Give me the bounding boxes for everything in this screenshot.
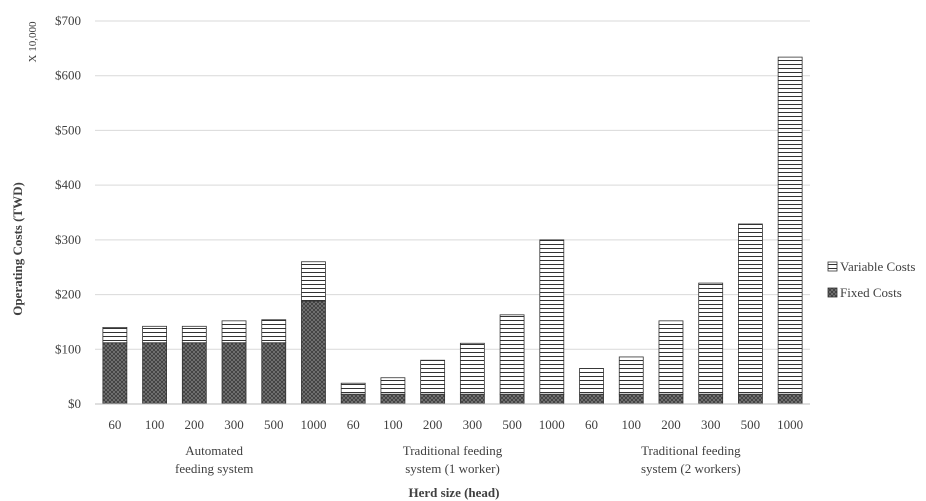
y-tick-label: $500 bbox=[55, 122, 81, 137]
x-tick-label: 1000 bbox=[777, 417, 803, 432]
group-label-line1: Traditional feeding bbox=[403, 443, 503, 458]
bar-variable-costs bbox=[698, 282, 724, 395]
bar-variable-costs bbox=[380, 377, 406, 395]
x-tick-label: 300 bbox=[463, 417, 483, 432]
bar-fixed-costs bbox=[380, 393, 406, 405]
x-tick-label: 300 bbox=[701, 417, 721, 432]
bar-fixed-costs bbox=[698, 393, 724, 405]
y-tick-label: $600 bbox=[55, 68, 81, 83]
bar-variable-costs bbox=[618, 356, 644, 395]
x-tick-label: 60 bbox=[585, 417, 598, 432]
x-tick-label: 200 bbox=[423, 417, 443, 432]
y-axis-title: Operating Costs (TWD) bbox=[10, 182, 25, 316]
legend-swatch bbox=[827, 261, 838, 272]
group-label-line1: Automated bbox=[185, 443, 243, 458]
x-tick-label: 60 bbox=[347, 417, 360, 432]
bar-fixed-costs bbox=[102, 342, 128, 405]
x-tick-label: 1000 bbox=[300, 417, 326, 432]
x-tick-label: 500 bbox=[741, 417, 761, 432]
x-tick-label: 100 bbox=[383, 417, 403, 432]
legend-item-fixed-costs: Fixed Costs bbox=[827, 285, 902, 300]
bar-variable-costs bbox=[658, 320, 684, 395]
group-labels: Automated feeding system Traditional feedi… bbox=[175, 443, 741, 476]
bar-fixed-costs bbox=[459, 393, 485, 405]
x-tick-label: 200 bbox=[661, 417, 681, 432]
x-tick-label: 1000 bbox=[539, 417, 565, 432]
bar-variable-costs bbox=[221, 320, 247, 344]
bar-variable-costs bbox=[102, 326, 128, 344]
bar-fixed-costs bbox=[261, 342, 287, 405]
bar-fixed-costs bbox=[499, 393, 525, 405]
bar-fixed-costs bbox=[221, 342, 247, 405]
y-tick-label: $700 bbox=[55, 13, 81, 28]
y-tick-label: $400 bbox=[55, 177, 81, 192]
bar-fixed-costs bbox=[539, 393, 565, 405]
legend-label: Fixed Costs bbox=[840, 285, 902, 300]
x-tick-label: 500 bbox=[264, 417, 284, 432]
x-tick-label: 500 bbox=[502, 417, 522, 432]
bar-variable-costs bbox=[499, 314, 525, 395]
bar-variable-costs bbox=[301, 261, 326, 302]
y-axis-unit-label: X 10,000 bbox=[27, 21, 39, 62]
x-axis-title: Herd size (head) bbox=[409, 485, 500, 500]
x-tick-label: 100 bbox=[145, 417, 165, 432]
legend: Variable Costs Fixed Costs bbox=[827, 259, 915, 300]
bars bbox=[102, 56, 803, 405]
legend-item-variable-costs: Variable Costs bbox=[827, 259, 915, 274]
bar-fixed-costs bbox=[420, 393, 446, 405]
y-tick-label: $100 bbox=[55, 341, 81, 356]
gridlines bbox=[95, 20, 810, 350]
x-tick-label: 100 bbox=[622, 417, 642, 432]
bar-variable-costs bbox=[261, 319, 287, 344]
group-label-line2: system (1 worker) bbox=[405, 461, 500, 476]
x-tick-label: 60 bbox=[108, 417, 121, 432]
bar-fixed-costs bbox=[618, 393, 644, 405]
bar-fixed-costs bbox=[738, 393, 763, 405]
y-tick-label: $200 bbox=[55, 287, 81, 302]
x-axis-ticks: 60 100 200 300 500 1000 60 100 200 300 500 1000 60 10… bbox=[108, 417, 803, 432]
y-axis-ticks: $0 $100 $200 $300 $400 $500 $600 $700 bbox=[55, 13, 81, 411]
bar-fixed-costs bbox=[579, 393, 604, 405]
bar-fixed-costs bbox=[301, 300, 326, 405]
group-label-line1: Traditional feeding bbox=[641, 443, 741, 458]
bar-fixed-costs bbox=[181, 342, 207, 405]
group-label-line2: system (2 workers) bbox=[641, 461, 741, 476]
bar-variable-costs bbox=[340, 382, 366, 395]
x-tick-label: 200 bbox=[185, 417, 205, 432]
y-tick-label: $300 bbox=[55, 232, 81, 247]
bar-variable-costs bbox=[420, 359, 446, 395]
y-tick-label: $0 bbox=[68, 396, 81, 411]
bar-variable-costs bbox=[459, 342, 485, 395]
legend-swatch bbox=[827, 287, 838, 298]
x-tick-label: 300 bbox=[224, 417, 244, 432]
bar-variable-costs bbox=[777, 56, 803, 395]
group-label-line2: feeding system bbox=[175, 461, 253, 476]
bar-variable-costs bbox=[579, 368, 604, 395]
bar-variable-costs bbox=[181, 325, 207, 344]
bar-fixed-costs bbox=[658, 393, 684, 405]
bar-fixed-costs bbox=[142, 342, 167, 405]
bar-variable-costs bbox=[539, 239, 565, 395]
bar-variable-costs bbox=[142, 325, 167, 344]
bar-fixed-costs bbox=[777, 393, 803, 405]
bar-fixed-costs bbox=[340, 393, 366, 405]
bar-variable-costs bbox=[738, 223, 763, 395]
legend-label: Variable Costs bbox=[840, 259, 915, 274]
